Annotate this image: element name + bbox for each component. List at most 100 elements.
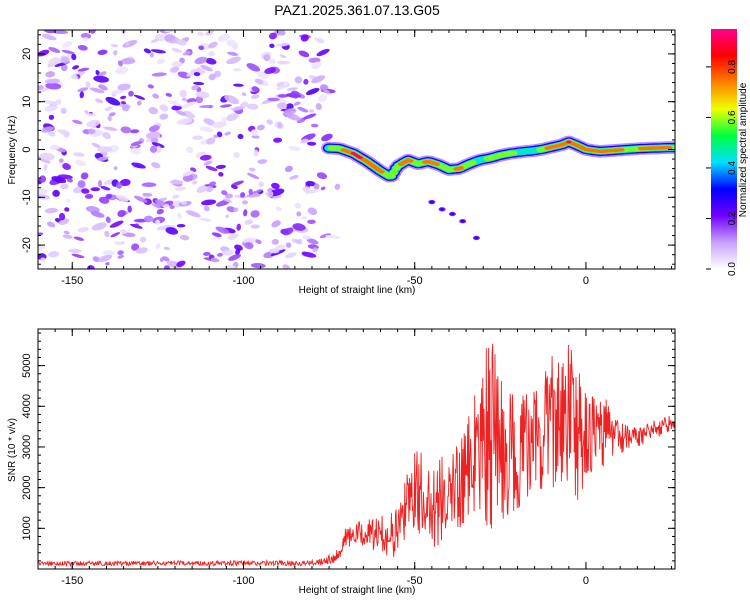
noise-blob [38, 49, 50, 57]
noise-blob [241, 200, 249, 205]
noise-blob [150, 137, 159, 144]
noise-blob [125, 41, 130, 46]
noise-blob [325, 234, 341, 239]
noise-blob [181, 200, 187, 205]
noise-blob [122, 39, 138, 48]
noise-blob [241, 101, 248, 108]
noise-blob [246, 103, 259, 110]
noise-blob [251, 94, 260, 99]
noise-blob [275, 206, 282, 211]
noise-blob [250, 262, 266, 269]
noise-blob [334, 183, 341, 190]
noise-blob [199, 104, 214, 109]
noise-blob [264, 67, 276, 74]
noise-blob [208, 73, 217, 81]
ridge-blob [618, 148, 625, 152]
noise-blob [185, 146, 194, 154]
noise-blob [235, 248, 241, 256]
figure-title: PAZ1.2025.361.07.13.G05 [274, 2, 440, 18]
ridge-blob [378, 170, 385, 174]
spectrogram-xlabel: Height of straight line (km) [299, 285, 416, 296]
noise-blob [121, 101, 126, 105]
noise-blob [109, 220, 124, 228]
noise-blob [176, 212, 182, 220]
noise-blob [175, 110, 187, 116]
noise-blob [289, 175, 299, 180]
noise-blob [149, 52, 154, 58]
ridge-blob [407, 159, 414, 163]
noise-blob [169, 66, 180, 73]
noise-blob [269, 58, 276, 65]
noise-blob [248, 167, 256, 172]
noise-blob [97, 49, 108, 55]
noise-blob [248, 188, 253, 195]
noise-blob [271, 182, 280, 190]
noise-blob [38, 155, 51, 164]
noise-blob [159, 113, 169, 120]
y-tick-label: 0 [21, 146, 33, 152]
noise-blob [231, 184, 238, 190]
streak-core [460, 220, 465, 223]
colorbar-tick-label: 0.2 [727, 211, 738, 225]
noise-blob [176, 118, 193, 125]
noise-blob [135, 247, 148, 254]
noise-blob [77, 87, 89, 93]
noise-blob [271, 238, 279, 245]
noise-blob [39, 152, 55, 161]
noise-blob [222, 249, 234, 256]
noise-blob [244, 219, 253, 225]
noise-blob [86, 119, 101, 128]
noise-blob [205, 165, 218, 172]
noise-blob [228, 253, 242, 261]
noise-blob [95, 98, 104, 104]
noise-blob [129, 129, 140, 134]
noise-blob [38, 87, 49, 95]
noise-blob [136, 100, 142, 106]
noise-blob [116, 181, 122, 189]
noise-blob [155, 219, 161, 225]
noise-blob [277, 94, 289, 98]
noise-blob [90, 187, 101, 192]
noise-blob [164, 265, 170, 269]
noise-blob [167, 100, 182, 107]
noise-blob [74, 159, 87, 166]
noise-blob [254, 78, 264, 85]
noise-blob [44, 78, 61, 84]
noise-blob [127, 205, 132, 213]
noise-blob [203, 206, 210, 212]
noise-blob [226, 56, 241, 65]
noise-blob [117, 250, 124, 256]
noise-blob [278, 98, 287, 104]
noise-blob [63, 230, 70, 235]
noise-blob [139, 236, 147, 243]
noise-blob [222, 198, 233, 203]
noise-blob [233, 152, 240, 159]
noise-blob [104, 230, 110, 238]
noise-blob [307, 219, 316, 225]
noise-blob [321, 133, 333, 142]
noise-blob [90, 211, 105, 218]
noise-blob [206, 137, 216, 145]
noise-blob [247, 172, 260, 180]
noise-blob [307, 141, 317, 146]
noise-blob [105, 262, 110, 266]
noise-blob [314, 37, 325, 44]
noise-blob [312, 247, 318, 253]
noise-blob [156, 208, 164, 215]
noise-blob [149, 145, 158, 153]
noise-blob [276, 60, 291, 65]
noise-blob [134, 195, 148, 203]
noise-blob [181, 97, 187, 102]
noise-blob [236, 223, 242, 231]
noise-blob [80, 32, 92, 39]
noise-blob [96, 156, 109, 161]
noise-blob [97, 180, 103, 188]
noise-blob [80, 172, 89, 180]
noise-blob [296, 211, 302, 217]
noise-blob [263, 54, 271, 62]
noise-blob [250, 224, 260, 229]
ridge-blob [509, 150, 518, 156]
noise-blob [169, 179, 184, 185]
noise-blob [117, 60, 123, 67]
